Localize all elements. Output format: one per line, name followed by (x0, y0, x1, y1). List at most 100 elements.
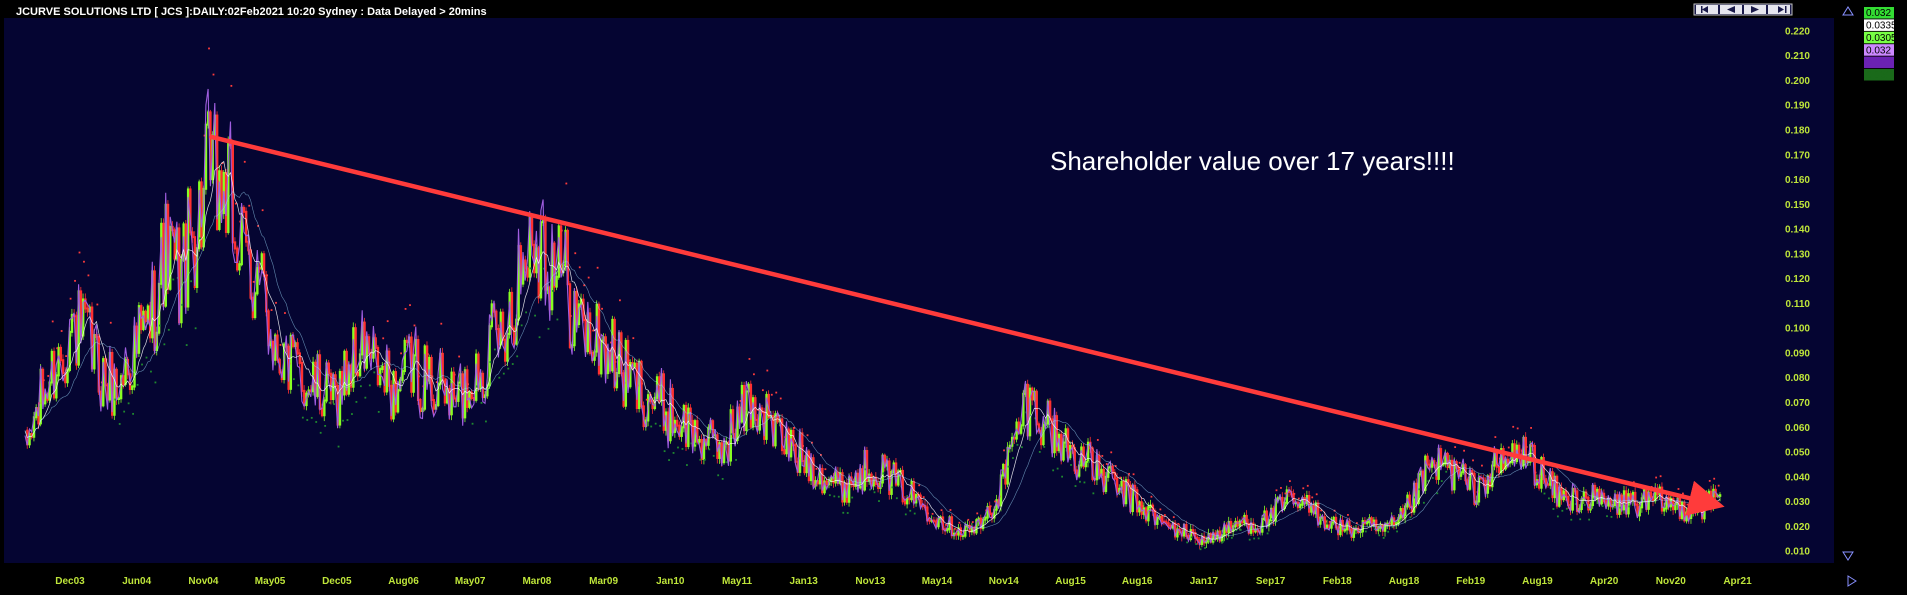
price-badge-label: 0.032 (1866, 8, 1891, 19)
indicator-dot (1574, 503, 1577, 505)
indicator-dot (382, 337, 385, 340)
x-tick-label: Dec05 (322, 576, 352, 587)
indicator-dot (538, 336, 541, 339)
indicator-dot (1302, 487, 1305, 490)
price-badge-label: 0.032 (1866, 45, 1891, 56)
indicator-dot (1213, 539, 1215, 542)
indicator-dot (632, 337, 635, 340)
indicator-dot (520, 324, 523, 327)
indicator-dot (1556, 515, 1559, 518)
indicator-dot (1588, 518, 1591, 521)
indicator-dot (1083, 481, 1086, 484)
close-line (24, 88, 1721, 547)
indicator-dot (690, 442, 693, 445)
indicator-dot (1512, 425, 1515, 428)
indicator-dot (310, 416, 313, 419)
next-button[interactable] (1744, 5, 1766, 14)
indicator-dot (1262, 526, 1264, 529)
indicator-dot (864, 468, 867, 471)
indicator-dot (123, 410, 126, 413)
indicator-dot (373, 371, 376, 374)
indicator-dot (1195, 543, 1197, 545)
indicator-dot (1431, 477, 1434, 479)
indicator-dot (328, 401, 331, 404)
indicator-dot (873, 491, 876, 494)
indicator-dot (386, 320, 389, 323)
y-tick-label: 0.020 (1785, 522, 1810, 533)
indicator-dot (1190, 536, 1193, 539)
price-badge-label: 0.031 (1866, 70, 1891, 81)
price-badge (1864, 69, 1894, 81)
indicator-dot (596, 266, 599, 269)
indicator-dot (860, 484, 863, 486)
scroll-down-icon[interactable] (1842, 551, 1854, 561)
scroll-up-icon[interactable] (1842, 6, 1854, 16)
indicator-dot (739, 400, 742, 402)
indicator-dot (194, 327, 197, 330)
indicator-dot (1615, 506, 1617, 509)
indicator-dot (1548, 497, 1550, 500)
indicator-dot (208, 47, 210, 50)
indicator-dot (368, 384, 371, 387)
indicator-dot (1422, 501, 1425, 504)
indicator-dot (1043, 446, 1046, 448)
indicator-dot (708, 448, 711, 451)
indicator-dot (1047, 425, 1050, 428)
indicator-dot (824, 468, 827, 471)
indicator-dot (1248, 538, 1251, 541)
indicator-dot (252, 280, 255, 283)
indicator-dot (172, 278, 175, 281)
first-button[interactable] (1696, 5, 1718, 14)
prev-button[interactable] (1720, 5, 1742, 14)
indicator-dot (333, 403, 335, 406)
indicator-dot (261, 209, 264, 212)
indicator-dot (212, 73, 215, 76)
indicator-dot (1306, 484, 1309, 487)
indicator-dot (1280, 487, 1282, 489)
indicator-dot (556, 318, 559, 321)
indicator-dot (994, 500, 997, 503)
indicator-dot (1342, 524, 1345, 527)
indicator-dot (989, 505, 992, 508)
indicator-dot (967, 518, 970, 521)
indicator-dot (185, 344, 188, 346)
indicator-dot (301, 416, 304, 419)
indicator-dot (1146, 512, 1148, 515)
indicator-dot (663, 450, 666, 453)
x-tick-label: May05 (255, 576, 286, 587)
indicator-dot (351, 413, 353, 415)
last-button[interactable] (1768, 5, 1790, 14)
indicator-dot (677, 446, 679, 449)
indicator-dot (221, 162, 224, 165)
indicator-dot (1445, 470, 1448, 473)
indicator-dot (476, 385, 478, 388)
indicator-dot (1454, 446, 1457, 448)
indicator-dot (1364, 530, 1367, 533)
indicator-dot (779, 397, 782, 400)
scroll-right-icon[interactable] (1847, 575, 1857, 587)
indicator-dot (426, 353, 429, 356)
indicator-dot (1003, 449, 1005, 452)
indicator-dot (1668, 496, 1671, 499)
indicator-dot (127, 402, 130, 405)
indicator-dot (306, 419, 309, 421)
indicator-dot (1632, 481, 1635, 484)
indicator-dot (614, 360, 617, 363)
indicator-dot (1137, 502, 1139, 505)
indicator-dot (1150, 495, 1153, 498)
indicator-dot (547, 327, 550, 330)
indicator-dot (1271, 518, 1273, 520)
indicator-dot (1021, 446, 1023, 449)
y-tick-label: 0.100 (1785, 324, 1810, 335)
indicator-dot (158, 324, 161, 327)
indicator-dot (154, 381, 157, 384)
indicator-dot (87, 274, 90, 277)
indicator-dot (529, 267, 532, 270)
indicator-dot (1494, 436, 1497, 438)
indicator-dot (141, 363, 143, 366)
indicator-dot (324, 424, 327, 427)
indicator-dot (1677, 488, 1680, 490)
indicator-dot (471, 422, 474, 425)
indicator-dot (480, 402, 483, 404)
y-tick-label: 0.040 (1785, 472, 1810, 483)
